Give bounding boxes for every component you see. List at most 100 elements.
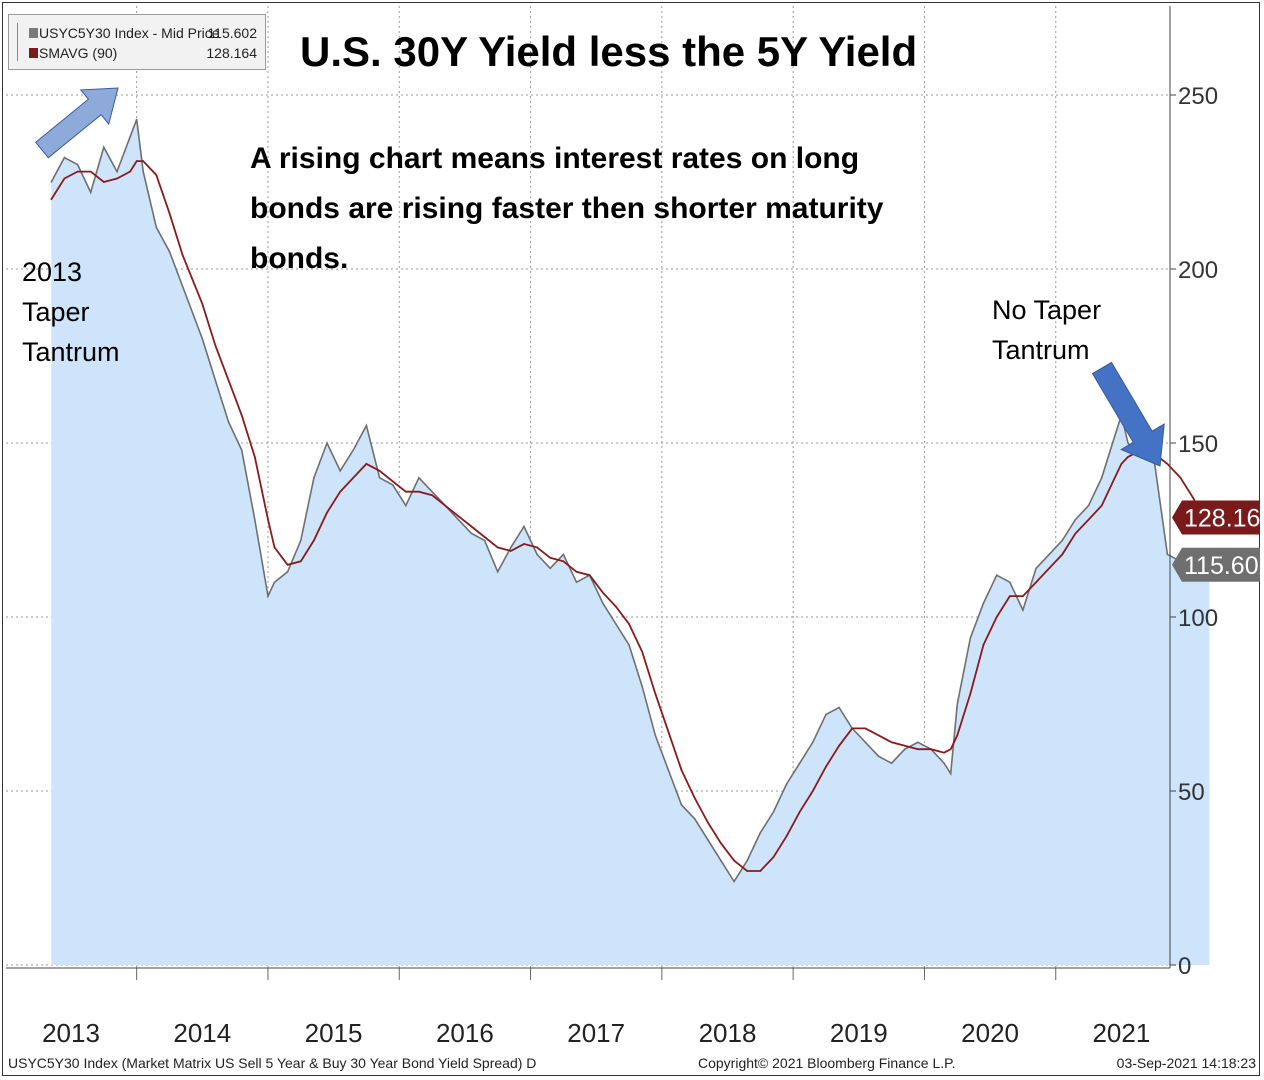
smavg-point [930, 748, 932, 750]
smavg-point [549, 557, 551, 559]
smavg-point [1127, 456, 1129, 458]
smavg-point [943, 751, 945, 754]
price-point [982, 602, 985, 604]
smavg-point [300, 560, 302, 563]
price-point [956, 703, 959, 705]
y-tick-label: 150 [1178, 431, 1218, 458]
legend-value-price: 115.602 [207, 25, 257, 41]
smavg-point [956, 734, 959, 737]
legend-item-price: USYC5Y30 Index - Mid Price 115.602 [29, 23, 257, 43]
legend-label-price: USYC5Y30 Index - Mid Price [39, 25, 220, 41]
price-point [549, 567, 551, 570]
smavg-point [352, 477, 355, 479]
price-line [50, 119, 1210, 884]
price-point [273, 581, 276, 583]
smavg-point [680, 769, 683, 771]
price-point [496, 571, 499, 573]
price-point [214, 379, 217, 382]
legend-swatch-smavg [29, 48, 38, 58]
smavg-point [181, 254, 184, 256]
smavg-point [575, 571, 578, 573]
smavg-point [641, 651, 643, 653]
annotation-text: A rising chart means interest rates on l… [250, 134, 883, 284]
price-point [510, 546, 512, 549]
price-point [457, 518, 460, 521]
price-point [772, 811, 775, 813]
price-point [1100, 477, 1103, 479]
price-point [378, 477, 381, 479]
tag-smavg-shape [1172, 500, 1260, 535]
annotation-line-2: bonds are rising faster then shorter mat… [250, 192, 884, 225]
smavg-point [365, 463, 368, 465]
smavg-point [168, 212, 171, 215]
smavg-point [1120, 463, 1123, 465]
price-point [917, 741, 919, 744]
smavg-point [949, 748, 952, 750]
smavg-point [707, 821, 709, 824]
smavg-point [1192, 497, 1195, 500]
smavg-point [904, 745, 906, 747]
smavg-point [116, 177, 118, 180]
smavg-point [286, 564, 289, 566]
smavg-point [227, 379, 230, 382]
price-point [129, 136, 131, 138]
y-tick-label: 100 [1178, 605, 1218, 632]
smavg-point [969, 692, 972, 695]
price-area [51, 119, 1210, 965]
smavg-point [864, 727, 867, 730]
price-point [1035, 567, 1037, 570]
chart-title: U.S. 30Y Yield less the 5Y Yield [300, 28, 918, 75]
smavg-point [720, 842, 722, 844]
price-point [1114, 435, 1116, 437]
price-point [76, 163, 79, 166]
price-point [628, 644, 630, 646]
price-point [227, 421, 230, 423]
smavg-point [785, 835, 788, 837]
price-point [707, 838, 709, 841]
price-point [254, 518, 256, 521]
price-point [431, 490, 433, 493]
price-point [890, 762, 893, 764]
smavg-point [693, 797, 696, 799]
price-point [969, 637, 972, 639]
smavg-point [135, 160, 138, 162]
smavg-point [667, 731, 670, 733]
y-tick-label: 50 [1178, 779, 1205, 806]
price-point [267, 595, 269, 597]
price-point [759, 832, 762, 834]
price-point [798, 762, 801, 764]
price-point [1127, 442, 1129, 444]
y-tick-label: 200 [1178, 257, 1218, 284]
smavg-point [1022, 595, 1024, 597]
price-point [812, 741, 814, 744]
smavg-point [602, 591, 604, 594]
price-point [693, 818, 696, 820]
price-point [904, 748, 906, 750]
smavg-point [1087, 518, 1090, 521]
smavg-point [1179, 477, 1182, 479]
price-point [995, 574, 998, 576]
smavg-point [890, 741, 893, 744]
price-point [1009, 581, 1011, 583]
price-point [155, 226, 158, 228]
smavg-point [772, 856, 775, 858]
price-point [201, 337, 204, 340]
price-point [365, 424, 368, 427]
smavg-point [254, 456, 256, 458]
annotation-line-1: A rising chart means interest rates on l… [250, 142, 860, 175]
smavg-point [1166, 463, 1169, 465]
x-tick-label: 2019 [830, 1018, 888, 1048]
smavg-point [155, 174, 158, 176]
price-point [142, 170, 144, 173]
price-point [168, 250, 171, 253]
x-tick-label: 2017 [567, 1018, 625, 1048]
legend: USYC5Y30 Index - Mid Price 115.602 SMAVG… [8, 14, 266, 70]
price-point [1074, 518, 1077, 521]
arrow-up-icon [34, 87, 119, 159]
price-point [352, 449, 355, 451]
smavg-point [812, 790, 814, 792]
smavg-point [326, 511, 328, 514]
price-point [240, 449, 243, 451]
tag-smavg-label: 128.164 [1184, 504, 1264, 532]
smavg-point [103, 181, 105, 183]
